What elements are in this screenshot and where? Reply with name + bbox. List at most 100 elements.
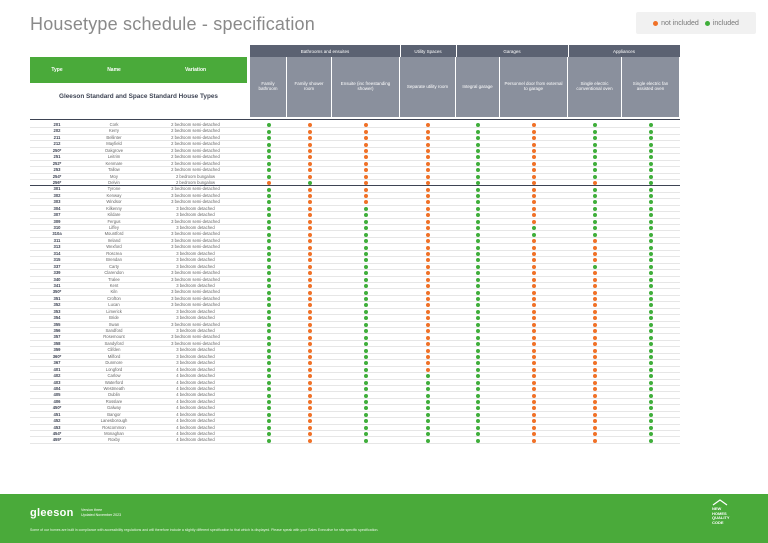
row-variation: 3 bedroom detached — [176, 225, 215, 230]
not-included-dot-icon — [307, 129, 312, 134]
not-included-dot-icon — [307, 239, 312, 244]
included-dot-icon — [649, 161, 653, 166]
table-row: 339 Clarendon 3 bedroom semi-detached — [30, 270, 680, 277]
table-row: 354 Bride 3 bedroom detached — [30, 315, 680, 322]
included-dot-icon — [649, 187, 653, 192]
row-type: 351 — [53, 295, 61, 301]
not-included-dot-icon — [426, 348, 430, 353]
not-included-dot-icon — [364, 136, 368, 141]
column-header: Family shower room — [287, 57, 331, 117]
not-included-dot-icon — [532, 284, 536, 289]
not-included-dot-icon — [532, 412, 536, 417]
row-variation: 3 bedroom detached — [176, 250, 215, 256]
not-included-dot-icon — [426, 239, 430, 244]
row-type: 405 — [53, 392, 61, 398]
table-row: 367 Dunmore 3 bedroom detached — [30, 360, 680, 367]
not-included-dot-icon — [307, 412, 312, 417]
not-included-dot-icon — [593, 258, 597, 263]
row-variation: 2 bedroom bungalow — [175, 179, 216, 185]
included-dot-icon — [266, 168, 271, 173]
row-type: 340 — [53, 276, 61, 282]
not-included-dot-icon — [532, 290, 536, 295]
row-variation: 2 bedroom semi-detached — [171, 147, 220, 153]
included-dot-icon — [364, 206, 368, 211]
included-dot-icon — [266, 419, 271, 424]
included-dot-icon — [266, 232, 271, 237]
table-row: 313 Wexford 3 bedroom semi-detached — [30, 244, 680, 251]
row-name: Kilkenny — [106, 205, 122, 211]
included-dot-icon — [266, 277, 271, 282]
not-included-dot-icon — [307, 393, 312, 398]
not-included-dot-icon — [426, 322, 430, 327]
included-dot-icon — [476, 400, 480, 404]
not-included-dot-icon — [426, 258, 430, 263]
table-row: 350* Kiln 3 bedroom semi-detached — [30, 289, 680, 296]
included-dot-icon — [364, 245, 368, 250]
included-dot-icon — [476, 277, 480, 282]
included-dot-icon — [649, 406, 653, 411]
included-dot-icon — [476, 406, 480, 411]
included-dot-icon — [364, 239, 368, 244]
included-dot-icon — [476, 425, 480, 430]
included-dot-icon — [266, 387, 271, 392]
included-dot-icon — [364, 316, 368, 321]
table-row: 315 Brendan 3 bedroom detached — [30, 257, 680, 264]
included-dot-icon — [364, 213, 368, 218]
included-dot-icon — [593, 232, 597, 237]
included-dot-icon — [266, 161, 271, 166]
not-included-dot-icon — [307, 342, 312, 347]
not-included-dot-icon — [532, 239, 536, 244]
included-dot-icon — [266, 361, 271, 366]
row-type: 252* — [52, 160, 62, 166]
included-dot-icon — [593, 226, 597, 231]
row-variation: 3 bedroom semi-detached — [171, 237, 220, 243]
not-included-dot-icon — [426, 174, 430, 179]
table-row: 355 Swan 3 bedroom semi-detached — [30, 322, 680, 328]
row-name: Brendan — [106, 257, 122, 263]
included-dot-icon — [476, 361, 480, 366]
table-row: 454* Monaghan 4 bedroom detached — [30, 431, 680, 438]
not-included-dot-icon — [593, 251, 597, 256]
column-header: Family bathroom — [250, 57, 286, 117]
included-dot-icon — [426, 387, 430, 392]
included-dot-icon — [426, 380, 430, 385]
included-dot-icon — [426, 432, 430, 437]
not-included-dot-icon — [307, 361, 312, 366]
row-name: Roscommon — [102, 424, 126, 430]
not-included-dot-icon — [307, 335, 312, 340]
included-dot-icon — [593, 174, 597, 179]
not-included-dot-icon — [532, 174, 536, 179]
included-dot-icon — [649, 155, 653, 160]
included-dot-icon — [476, 142, 480, 147]
row-type: 250* — [52, 147, 62, 153]
not-included-dot-icon — [307, 290, 312, 295]
row-variation: 4 bedroom detached — [176, 437, 215, 443]
included-dot-icon — [364, 438, 368, 443]
group-separator — [456, 45, 457, 57]
not-included-dot-icon — [593, 181, 597, 186]
included-dot-icon — [476, 200, 480, 205]
included-dot-icon — [649, 277, 653, 282]
row-name: Delvin — [108, 179, 120, 185]
table-row: 310 Liffey 3 bedroom detached — [30, 225, 680, 232]
row-name: Kenway — [106, 192, 122, 198]
not-included-dot-icon — [426, 123, 430, 128]
row-name: Kerry — [108, 128, 119, 134]
included-dot-icon — [266, 380, 271, 385]
not-included-dot-icon — [426, 303, 430, 308]
not-included-dot-icon — [532, 148, 536, 153]
row-type: 451 — [53, 411, 61, 417]
not-included-dot-icon — [593, 393, 597, 398]
included-dot-icon — [593, 168, 597, 173]
included-dot-icon — [649, 168, 653, 173]
included-dot-icon — [593, 129, 597, 134]
included-dot-icon — [266, 136, 271, 141]
included-dot-icon — [476, 226, 480, 231]
included-dot-icon — [593, 123, 597, 128]
row-name: Tralee — [108, 276, 120, 282]
included-dot-icon — [593, 161, 597, 166]
included-dot-icon — [266, 290, 271, 295]
not-included-dot-icon — [307, 123, 312, 128]
included-dot-icon — [266, 432, 271, 437]
row-variation: 4 bedroom detached — [176, 418, 215, 424]
